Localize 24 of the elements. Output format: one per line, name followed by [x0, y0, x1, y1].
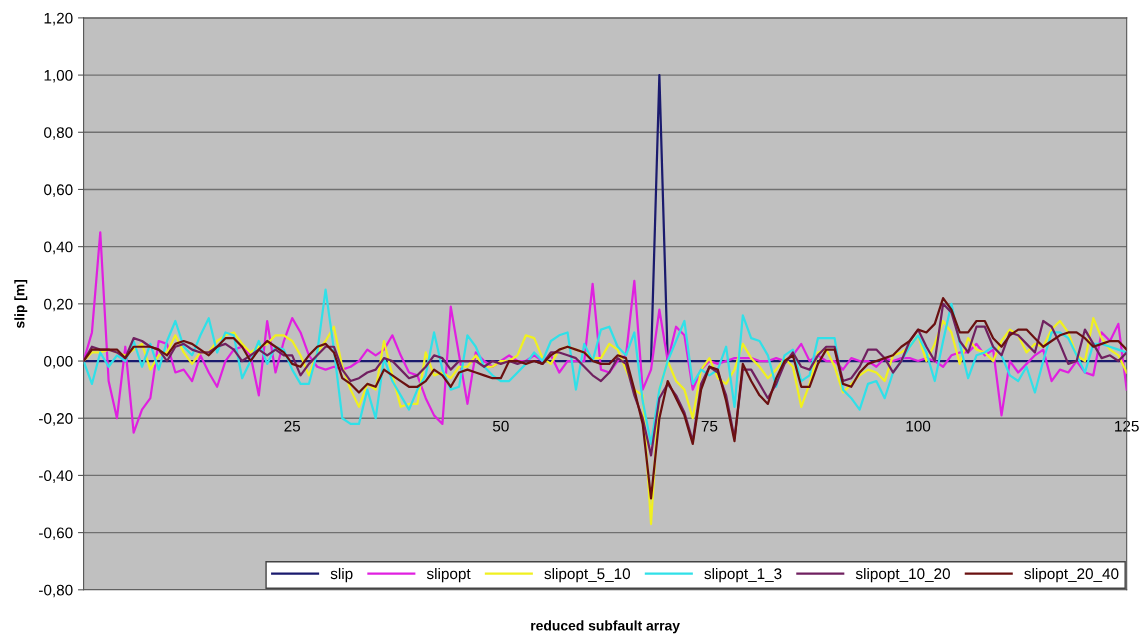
legend-label: slipopt_1_3 — [704, 567, 782, 583]
x-tick-label: 50 — [492, 420, 509, 432]
legend-label: slipopt_10_20 — [855, 567, 950, 583]
legend-label: slipopt_5_10 — [544, 567, 631, 583]
y-tick-label: 0,40 — [44, 241, 73, 255]
y-tick-label: -0,20 — [39, 413, 73, 426]
x-tick-label: 125 — [1115, 420, 1139, 432]
y-tick-label: 1,20 — [44, 12, 73, 26]
legend-label: slipopt — [426, 567, 471, 583]
y-tick-label: -0,40 — [39, 470, 73, 483]
y-axis-title: slip [m] — [14, 279, 28, 329]
y-tick-label: 0,00 — [44, 355, 73, 369]
y-tick-label: -0,80 — [39, 584, 73, 598]
x-tick-label: 25 — [284, 420, 301, 432]
y-tick-label: -0,60 — [39, 527, 73, 541]
x-tick-label: 75 — [701, 420, 718, 432]
legend-label: slip — [330, 567, 353, 583]
y-tick-label: 0,80 — [44, 127, 73, 140]
x-axis-title: reduced subfault array — [531, 620, 680, 634]
y-tick-label: 1,00 — [44, 69, 73, 83]
legend-label: slipopt_20_40 — [1024, 567, 1119, 583]
y-tick-label: 0,60 — [44, 184, 73, 197]
x-tick-label: 100 — [906, 420, 931, 432]
y-tick-label: 0,20 — [44, 298, 73, 312]
